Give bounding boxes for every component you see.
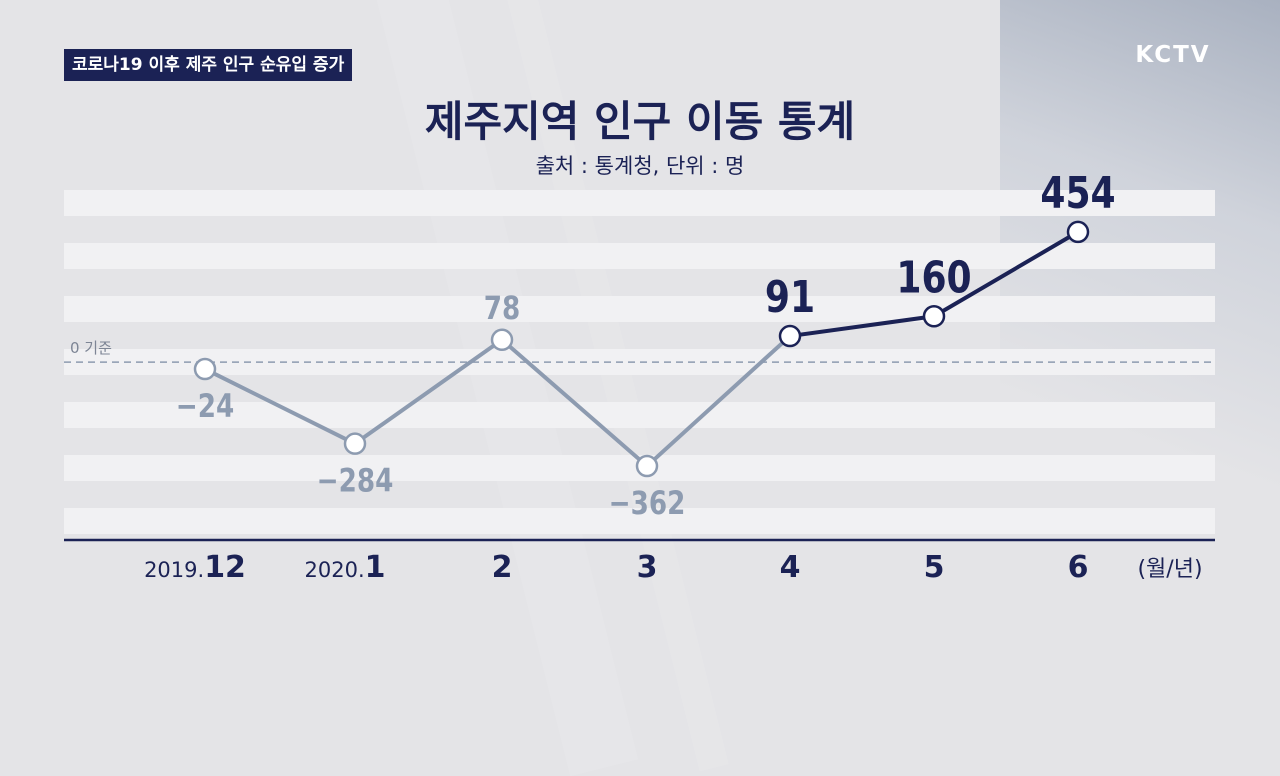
x-tick-month: 12 (204, 550, 246, 585)
series-segment (932, 229, 1080, 319)
data-label: 78 (484, 289, 521, 326)
x-tick-labels: 2019.12 2020.1 2 3 4 5 6 (144, 550, 1088, 585)
series-segment (353, 337, 504, 446)
x-tick-month: 2 (492, 550, 513, 585)
data-label: 454 (1040, 169, 1115, 219)
data-point (343, 432, 367, 455)
grid-stripe (64, 349, 1215, 375)
data-point (1066, 220, 1090, 244)
x-tick-year: 2020. (305, 558, 365, 582)
x-tick-label: 2020.1 (305, 550, 386, 585)
x-tick-label: 6 (1068, 550, 1089, 585)
x-tick-month: 3 (637, 550, 658, 585)
data-point (635, 454, 659, 478)
data-point (193, 357, 217, 381)
x-tick-month: 4 (780, 550, 801, 585)
chart-subtitle: 출처 : 통계청, 단위 : 명 (535, 154, 745, 178)
grid-stripe (64, 296, 1215, 322)
grid-stripe (64, 402, 1215, 428)
x-tick-year: 2019. (144, 558, 204, 582)
x-tick-label: 4 (780, 550, 801, 585)
x-tick-month: 5 (924, 550, 945, 585)
x-tick-label: 2 (492, 550, 513, 585)
data-labels: −24 −284 78 −362 91 160 454 (176, 169, 1116, 522)
zero-baseline-label: 0 기준 (70, 339, 112, 357)
chart-title: 제주지역 인구 이동 통계 (424, 97, 856, 146)
channel-logo: KCTV (1135, 42, 1211, 68)
data-point (490, 328, 514, 352)
series-segment (203, 367, 357, 446)
data-points (193, 220, 1090, 478)
data-label: −362 (609, 485, 686, 522)
x-unit-label: (월/년) (1137, 557, 1202, 582)
series-segment (645, 334, 792, 469)
x-tick-label: 5 (924, 550, 945, 585)
grid-stripe (64, 190, 1215, 216)
series-segment (788, 314, 936, 339)
x-tick-month: 6 (1068, 550, 1089, 585)
data-point (778, 324, 802, 348)
data-label: 91 (765, 273, 815, 323)
data-point (922, 305, 946, 328)
grid-stripes (64, 190, 1215, 534)
data-label: −24 (176, 388, 234, 425)
series-lines (203, 229, 1080, 469)
grid-stripe (64, 508, 1215, 534)
x-tick-month: 1 (365, 550, 386, 585)
news-caption: 코로나19 이후 제주 인구 순유입 증가 (64, 49, 353, 81)
x-tick-label: 3 (637, 550, 658, 585)
data-label: 160 (896, 253, 971, 303)
grid-stripe (64, 243, 1215, 269)
series-segment (500, 337, 649, 469)
data-label: −284 (317, 462, 394, 499)
x-tick-label: 2019.12 (144, 550, 246, 585)
